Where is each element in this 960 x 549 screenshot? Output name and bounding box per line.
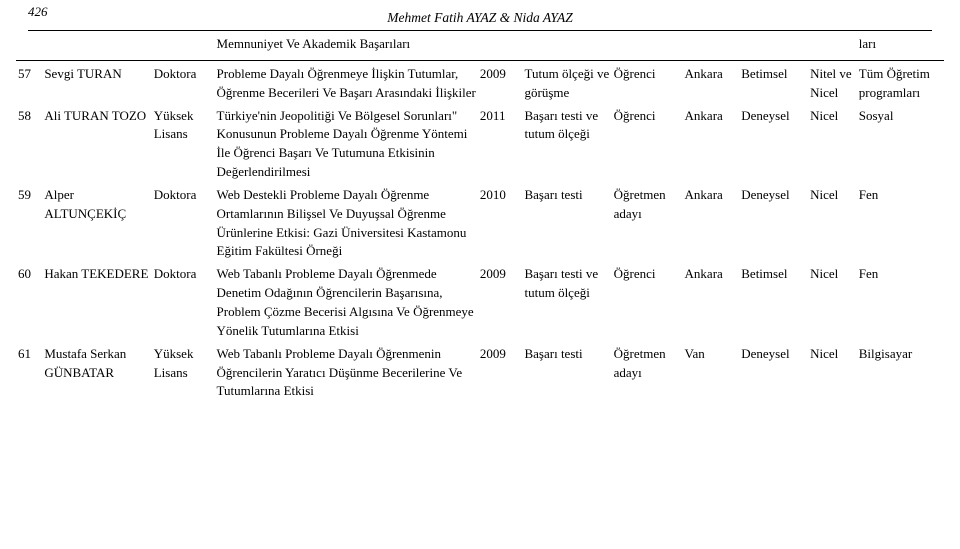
row-univ: Ankara <box>683 263 740 342</box>
row-univ: Ankara <box>683 184 740 263</box>
row-type: Nicel <box>808 263 857 342</box>
row-univ: Van <box>683 343 740 404</box>
row-name: Mustafa Serkan GÜNBATAR <box>42 343 151 404</box>
table-row: 59 Alper ALTUNÇEKİÇ Doktora Web Destekli… <box>16 184 944 263</box>
row-dv: Başarı testi ve tutum ölçeği <box>522 263 611 342</box>
table-row: 58 Ali TURAN TOZO Yüksek Lisans Türkiye'… <box>16 105 944 184</box>
row-field: Fen <box>857 263 944 342</box>
row-degree: Doktora <box>152 263 215 342</box>
row-method: Betimsel <box>739 263 808 342</box>
row-name: Sevgi TURAN <box>42 63 151 105</box>
header-row: Memnuniyet Ve Akademik Başarıları ları <box>16 33 944 58</box>
row-idx: 60 <box>16 263 42 342</box>
row-group: Öğrenci <box>612 105 683 184</box>
row-title: Web Tabanlı Probleme Dayalı Öğrenmenin Ö… <box>215 343 478 404</box>
row-group: Öğrenci <box>612 63 683 105</box>
row-field: Bilgisayar <box>857 343 944 404</box>
header-field: ları <box>857 33 944 58</box>
row-name: Ali TURAN TOZO <box>42 105 151 184</box>
header-title: Memnuniyet Ve Akademik Başarıları <box>215 33 478 58</box>
top-rule <box>28 30 932 31</box>
row-degree: Yüksek Lisans <box>152 343 215 404</box>
row-univ: Ankara <box>683 105 740 184</box>
row-field: Tüm Öğretim programları <box>857 63 944 105</box>
row-year: 2010 <box>478 184 523 263</box>
page: 426 Mehmet Fatih AYAZ & Nida AYAZ Memnun… <box>0 0 960 549</box>
row-type: Nicel <box>808 184 857 263</box>
row-idx: 57 <box>16 63 42 105</box>
row-year: 2011 <box>478 105 523 184</box>
row-method: Deneysel <box>739 105 808 184</box>
row-field: Fen <box>857 184 944 263</box>
row-type: Nitel ve Nicel <box>808 63 857 105</box>
row-name: Hakan TEKEDERE <box>42 263 151 342</box>
row-field: Sosyal <box>857 105 944 184</box>
row-year: 2009 <box>478 343 523 404</box>
row-name: Alper ALTUNÇEKİÇ <box>42 184 151 263</box>
row-year: 2009 <box>478 63 523 105</box>
row-idx: 59 <box>16 184 42 263</box>
row-title: Web Tabanlı Probleme Dayalı Öğrenmede De… <box>215 263 478 342</box>
row-degree: Yüksek Lisans <box>152 105 215 184</box>
row-idx: 58 <box>16 105 42 184</box>
row-title: Türkiye'nin Jeopolitiği Ve Bölgesel Soru… <box>215 105 478 184</box>
row-idx: 61 <box>16 343 42 404</box>
row-degree: Doktora <box>152 63 215 105</box>
row-dv: Tutum ölçeği ve görüşme <box>522 63 611 105</box>
table-row: 61 Mustafa Serkan GÜNBATAR Yüksek Lisans… <box>16 343 944 404</box>
row-method: Deneysel <box>739 184 808 263</box>
authors-line: Mehmet Fatih AYAZ & Nida AYAZ <box>0 10 960 26</box>
row-dv: Başarı testi <box>522 184 611 263</box>
row-group: Öğrenci <box>612 263 683 342</box>
row-degree: Doktora <box>152 184 215 263</box>
table-row: 60 Hakan TEKEDERE Doktora Web Tabanlı Pr… <box>16 263 944 342</box>
row-group: Öğretmen adayı <box>612 184 683 263</box>
table-row: 57 Sevgi TURAN Doktora Probleme Dayalı Ö… <box>16 63 944 105</box>
row-title: Probleme Dayalı Öğrenmeye İlişkin Tutuml… <box>215 63 478 105</box>
document-table: Memnuniyet Ve Akademik Başarıları ları 5… <box>16 33 944 403</box>
row-dv: Başarı testi <box>522 343 611 404</box>
row-year: 2009 <box>478 263 523 342</box>
row-group: Öğretmen adayı <box>612 343 683 404</box>
row-type: Nicel <box>808 105 857 184</box>
row-type: Nicel <box>808 343 857 404</box>
page-number: 426 <box>28 4 48 20</box>
row-method: Deneysel <box>739 343 808 404</box>
row-method: Betimsel <box>739 63 808 105</box>
row-dv: Başarı testi ve tutum ölçeği <box>522 105 611 184</box>
row-title: Web Destekli Probleme Dayalı Öğrenme Ort… <box>215 184 478 263</box>
row-univ: Ankara <box>683 63 740 105</box>
